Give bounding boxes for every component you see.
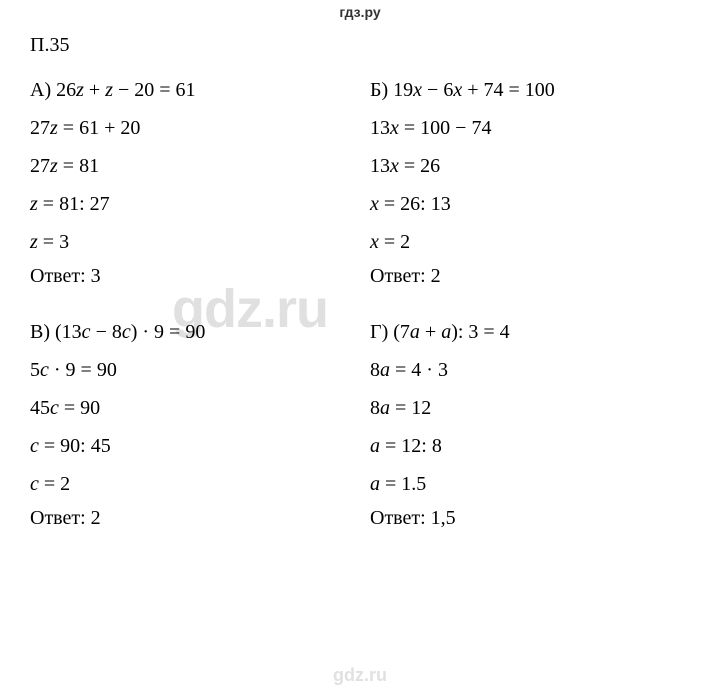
variable: x bbox=[390, 117, 399, 139]
equation-line: 13x = 100 − 74 bbox=[370, 109, 690, 147]
section-v: В) (13c − 8c) · 9 = 905c · 9 = 9045c = 9… bbox=[30, 313, 360, 530]
variable: x bbox=[370, 193, 379, 215]
variable: z bbox=[50, 117, 58, 139]
equation-line: 13x = 26 bbox=[370, 147, 690, 185]
equation-line: z = 3 bbox=[30, 223, 350, 261]
variable: a bbox=[380, 397, 390, 419]
answer-line: Ответ: 3 bbox=[30, 265, 350, 288]
section-g: Г) (7a + a): 3 = 48a = 4 · 38a = 12a = 1… bbox=[360, 313, 690, 530]
variable: z bbox=[50, 155, 58, 177]
equation-line: 8a = 4 · 3 bbox=[370, 351, 690, 389]
equation-line: a = 12: 8 bbox=[370, 427, 690, 465]
variable: a bbox=[410, 321, 420, 343]
equation-line: z = 81: 27 bbox=[30, 185, 350, 223]
variable: c bbox=[82, 321, 91, 343]
variable: c bbox=[30, 473, 39, 495]
equation-line: 5c · 9 = 90 bbox=[30, 351, 350, 389]
equation-line: 27z = 81 bbox=[30, 147, 350, 185]
equation-line: c = 2 bbox=[30, 465, 350, 503]
section-b: Б) 19x − 6x + 74 = 10013x = 100 − 7413x … bbox=[360, 71, 690, 288]
variable: x bbox=[370, 231, 379, 253]
equation-line: 45c = 90 bbox=[30, 389, 350, 427]
equation-line: c = 90: 45 bbox=[30, 427, 350, 465]
variable: x bbox=[413, 79, 422, 101]
variable: a bbox=[441, 321, 451, 343]
answer-line: Ответ: 2 bbox=[370, 265, 690, 288]
variable: a bbox=[370, 473, 380, 495]
answer-line: Ответ: 2 bbox=[30, 507, 350, 530]
variable: c bbox=[122, 321, 131, 343]
variable: x bbox=[453, 79, 462, 101]
variable: c bbox=[30, 435, 39, 457]
equation-line: a = 1.5 bbox=[370, 465, 690, 503]
row-2: В) (13c − 8c) · 9 = 905c · 9 = 9045c = 9… bbox=[30, 313, 690, 530]
equation-line: В) (13c − 8c) · 9 = 90 bbox=[30, 313, 350, 351]
variable: a bbox=[380, 359, 390, 381]
watermark-bottom: gdz.ru bbox=[333, 665, 387, 686]
row-1: А) 26z + z − 20 = 6127z = 61 + 2027z = 8… bbox=[30, 71, 690, 288]
equation-line: 27z = 61 + 20 bbox=[30, 109, 350, 147]
equation-line: А) 26z + z − 20 = 61 bbox=[30, 71, 350, 109]
equation-line: x = 2 bbox=[370, 223, 690, 261]
variable: c bbox=[40, 359, 49, 381]
answer-line: Ответ: 1,5 bbox=[370, 507, 690, 530]
section-a: А) 26z + z − 20 = 6127z = 61 + 2027z = 8… bbox=[30, 71, 360, 288]
variable: z bbox=[76, 79, 84, 101]
equation-line: x = 26: 13 bbox=[370, 185, 690, 223]
equation-line: Б) 19x − 6x + 74 = 100 bbox=[370, 71, 690, 109]
variable: c bbox=[50, 397, 59, 419]
variable: z bbox=[30, 193, 38, 215]
equation-line: 8a = 12 bbox=[370, 389, 690, 427]
variable: z bbox=[30, 231, 38, 253]
equation-line: Г) (7a + a): 3 = 4 bbox=[370, 313, 690, 351]
variable: a bbox=[370, 435, 380, 457]
site-header: гдз.ру bbox=[0, 0, 720, 20]
content-area: П.35 А) 26z + z − 20 = 6127z = 61 + 2027… bbox=[0, 20, 720, 530]
variable: x bbox=[390, 155, 399, 177]
variable: z bbox=[105, 79, 113, 101]
problem-number: П.35 bbox=[30, 34, 690, 57]
